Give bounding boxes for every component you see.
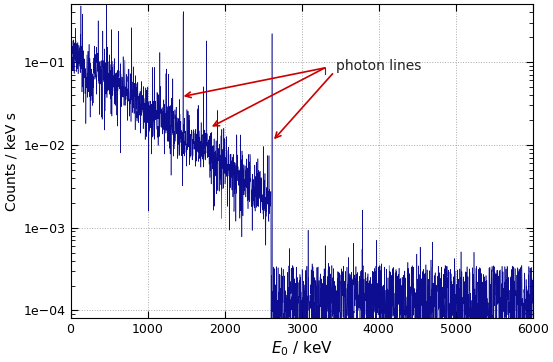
Y-axis label: Counts / keV s: Counts / keV s — [4, 112, 18, 211]
Text: photon lines: photon lines — [336, 59, 422, 73]
X-axis label: $E_0$ / keV: $E_0$ / keV — [270, 339, 333, 358]
